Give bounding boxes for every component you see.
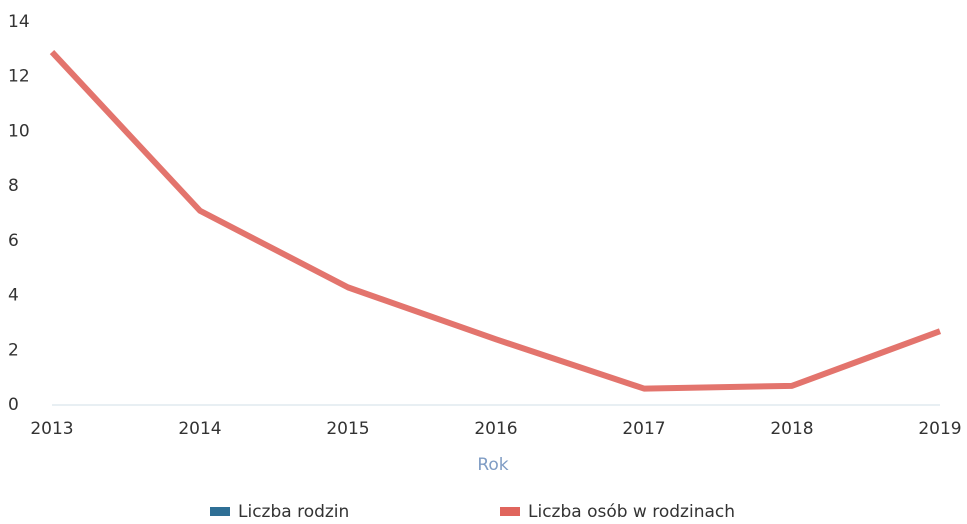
- y-tick-label: 6: [8, 231, 19, 251]
- y-tick-label: 8: [8, 176, 19, 196]
- y-tick-label: 2: [8, 340, 19, 360]
- y-tick-label: 14: [8, 12, 30, 32]
- y-tick-label: 10: [8, 121, 30, 141]
- legend-swatch: [500, 507, 520, 516]
- x-axis-label: Rok: [477, 455, 508, 475]
- y-tick-label: 4: [8, 286, 19, 306]
- x-tick-label: 2014: [178, 419, 221, 439]
- line: [49, 50, 942, 392]
- x-tick-label: 2016: [474, 419, 517, 439]
- legend-label: Liczba rodzin: [238, 502, 349, 522]
- x-tick-label: 2013: [30, 419, 73, 439]
- x-tick-label: 2015: [326, 419, 369, 439]
- y-tick-label: 0: [8, 395, 19, 415]
- legend-label: Liczba osób w rodzinach: [528, 502, 735, 522]
- y-tick-label: 12: [8, 67, 30, 87]
- x-tick-label: 2019: [918, 419, 961, 439]
- x-tick-label: 2017: [622, 419, 665, 439]
- x-tick-label: 2018: [770, 419, 813, 439]
- legend-swatch: [210, 507, 230, 516]
